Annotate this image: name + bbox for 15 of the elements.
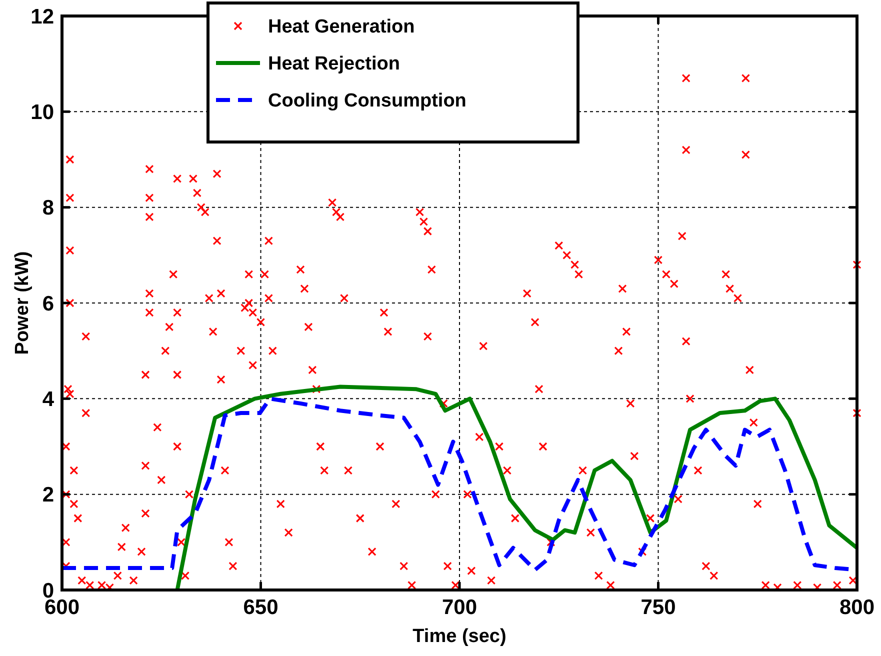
legend-label: Heat Generation bbox=[268, 16, 415, 38]
x-tick-label: 700 bbox=[442, 596, 478, 619]
x-tick-label: 650 bbox=[243, 596, 278, 619]
y-tick-label: 12 bbox=[30, 5, 54, 28]
y-tick-label: 2 bbox=[42, 484, 54, 507]
y-tick-label: 6 bbox=[42, 292, 54, 316]
legend-label: Cooling Consumption bbox=[268, 90, 466, 112]
x-tick-label: 800 bbox=[839, 596, 875, 619]
y-axis-title: Power (kW) bbox=[12, 251, 33, 355]
x-axis-title: Time (sec) bbox=[412, 626, 506, 647]
legend-label: Heat Rejection bbox=[268, 54, 400, 75]
y-tick-label: 4 bbox=[42, 388, 54, 412]
x-tick-label: 750 bbox=[640, 596, 676, 619]
y-tick-label: 10 bbox=[30, 101, 54, 124]
y-tick-label: 8 bbox=[42, 196, 54, 220]
